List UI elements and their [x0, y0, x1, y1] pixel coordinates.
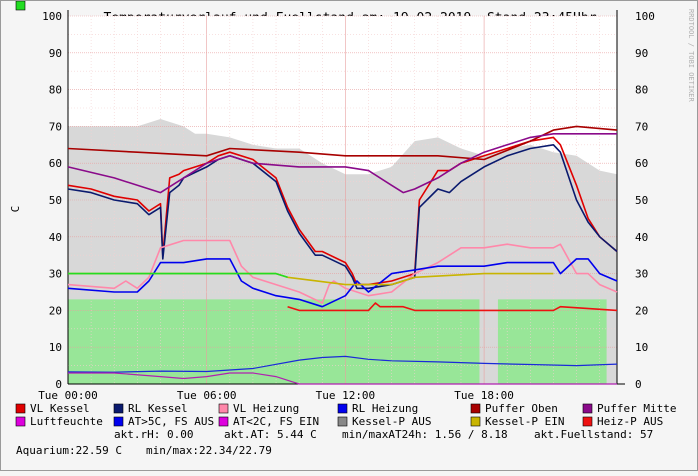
legend-swatch-luftfeuchte	[15, 416, 26, 427]
legend-label-vl_kessel: VL Kessel	[30, 402, 90, 415]
y-tick-label-right: 100	[635, 10, 655, 23]
info-aquarium-minmax: min/max:22.34/22.79	[146, 444, 272, 457]
y-tick-label-right: 10	[635, 341, 648, 354]
y-tick-label-right: 80	[635, 84, 648, 97]
legend-label-rl_kessel: RL Kessel	[128, 402, 188, 415]
y-tick-label-left: 60	[49, 157, 62, 170]
legend-swatch-kessel_p_aus	[337, 416, 348, 427]
y-tick-label-left: 90	[49, 47, 62, 60]
legend-label-at_gt5c: AT>5C, FS AUS	[128, 415, 214, 428]
y-tick-label-right: 0	[635, 378, 642, 391]
legend-label-kessel_p_aus: Kessel-P AUS	[352, 415, 431, 428]
info-minmax-outside-24h: min/maxAT24h: 1.56 / 8.18	[342, 428, 508, 441]
x-tick-label: Tue 06:00	[177, 389, 237, 402]
watermark: RRDTOOL / TOBI OETIKER	[687, 9, 695, 103]
y-tick-label-right: 90	[635, 47, 648, 60]
legend-label-puffer_mitte: Puffer Mitte	[597, 402, 676, 415]
legend-label-rl_heizung: RL Heizung	[352, 402, 418, 415]
legend-swatch-heiz_p_aus	[582, 416, 593, 427]
y-tick-label-right: 20	[635, 304, 648, 317]
legend-label-at_lt2c: AT<2C, FS EIN	[233, 415, 319, 428]
y-tick-label-left: 20	[49, 304, 62, 317]
legend-swatch-kessel_p_ein	[470, 416, 481, 427]
y-tick-label-right: 60	[635, 157, 648, 170]
legend-swatch-at_lt2c	[218, 416, 229, 427]
legend-swatch-puffer_mitte	[582, 403, 593, 414]
legend-label-heiz_p_ein: Heiz-P EIN	[30, 1, 96, 4]
y-axis-label: C	[9, 206, 22, 213]
y-tick-label-right: 40	[635, 231, 648, 244]
outside-temp-line	[67, 355, 618, 373]
series-line-vl_heizung	[67, 239, 618, 304]
heiz-on-area	[497, 299, 607, 384]
y-tick-label-right: 50	[635, 194, 648, 207]
info-aquarium: Aquarium:22.59 C	[16, 444, 122, 457]
series-line-puffer_mitte	[67, 133, 617, 194]
legend-label-vl_heizung: VL Heizung	[233, 402, 299, 415]
y-tick-label-right: 30	[635, 268, 648, 281]
legend-swatch-at_gt5c	[113, 416, 124, 427]
y-tick-label-left: 30	[49, 268, 62, 281]
info-relative-humidity: akt.rH: 0.00	[114, 428, 193, 441]
y-tick-label-left: 50	[49, 194, 62, 207]
legend-swatch-heiz_p_ein	[15, 0, 26, 11]
series-line-heiz_p_ein	[68, 272, 288, 279]
legend-label-puffer_oben: Puffer Oben	[485, 402, 558, 415]
legend-swatch-rl_heizung	[337, 403, 348, 414]
y-tick-label-right: 70	[635, 120, 648, 133]
series-line-rl_heizung	[67, 258, 618, 308]
legend-label-kessel_p_ein: Kessel-P EIN	[485, 415, 564, 428]
y-tick-label-left: 0	[55, 378, 62, 391]
y-tick-label-left: 80	[49, 84, 62, 97]
series-line-rl_kessel	[67, 144, 618, 290]
legend-swatch-vl_heizung	[218, 403, 229, 414]
heiz-on-area	[68, 299, 480, 384]
series-line-puffer_oben	[67, 125, 618, 161]
x-tick-label: Tue 00:00	[38, 389, 98, 402]
y-tick-label-left: 40	[49, 231, 62, 244]
legend-swatch-vl_kessel	[15, 403, 26, 414]
humidity-line	[68, 372, 617, 385]
y-tick-label-left: 70	[49, 120, 62, 133]
y-tick-label-left: 100	[42, 10, 62, 23]
series-line-heiz_p_aus	[287, 302, 618, 312]
x-tick-label: Tue 12:00	[316, 389, 376, 402]
legend-swatch-rl_kessel	[113, 403, 124, 414]
y-tick-label-left: 10	[49, 341, 62, 354]
info-outside-temperature: akt.AT: 5.44 C	[224, 428, 317, 441]
legend-swatch-puffer_oben	[470, 403, 481, 414]
info-fill-level: akt.Fuellstand: 57	[534, 428, 653, 441]
legend-label-heiz_p_aus: Heiz-P AUS	[597, 415, 663, 428]
legend-label-luftfeuchte: Luftfeuchte	[30, 415, 103, 428]
x-tick-label: Tue 18:00	[454, 389, 514, 402]
